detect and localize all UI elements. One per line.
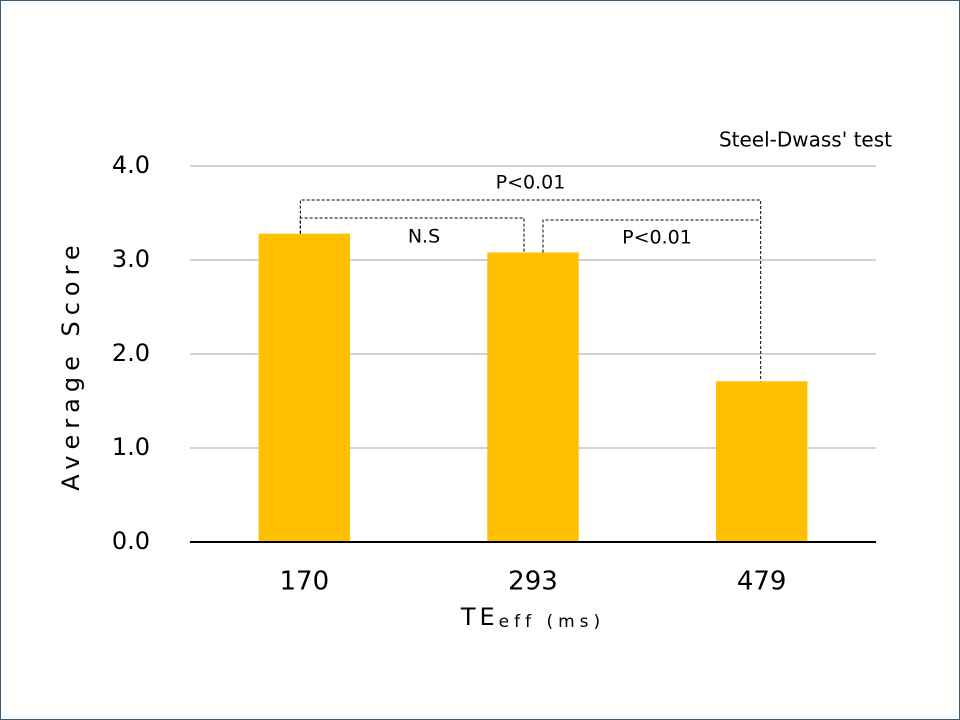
y-tick-label: 1.0 (112, 433, 150, 461)
x-axis-label: TEeff (ms) (460, 603, 605, 632)
y-tick-label: 2.0 (112, 339, 150, 367)
significance-label: P<0.01 (622, 227, 692, 249)
y-tick-label: 3.0 (112, 245, 150, 273)
bracket (299, 199, 762, 382)
bracket (299, 217, 525, 253)
x-tick-label: 293 (508, 567, 558, 597)
y-axis-label: Average Score (57, 239, 85, 490)
x-axis-label-main: TE (460, 603, 499, 631)
y-tick-label: 4.0 (112, 151, 150, 179)
x-axis-label-sub: eff (ms) (499, 612, 606, 632)
bar (487, 252, 579, 543)
bar (258, 233, 351, 542)
significance-label: N.S (408, 226, 440, 248)
x-tick-label: 479 (737, 567, 787, 597)
y-tick-label: 0.0 (112, 527, 150, 555)
x-tick-label: 170 (280, 567, 330, 597)
significance-label: P<0.01 (496, 172, 566, 194)
bar (715, 381, 808, 542)
test-name: Steel-Dwass' test (719, 128, 892, 152)
bracket (542, 219, 761, 253)
